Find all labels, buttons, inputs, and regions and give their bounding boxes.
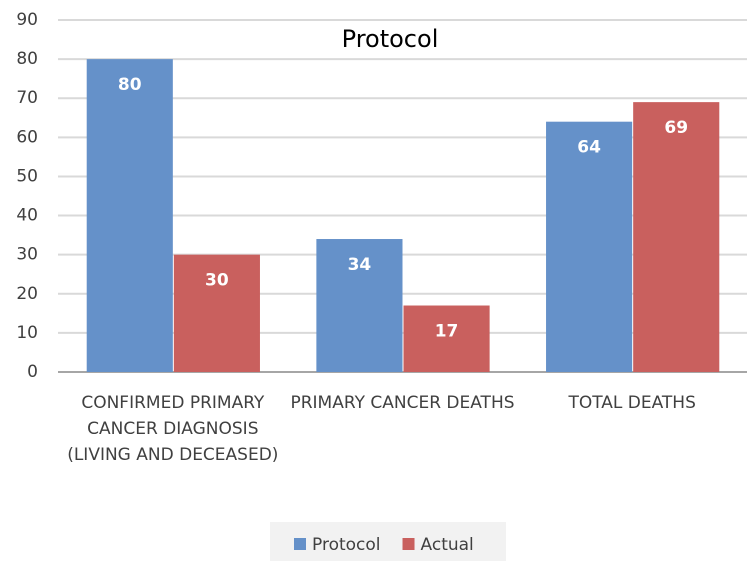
bar xyxy=(403,305,490,372)
data-label: 34 xyxy=(348,255,372,275)
bar xyxy=(546,121,633,372)
legend-swatch xyxy=(402,538,415,550)
y-tick-label: 30 xyxy=(16,245,38,265)
legend-label: Protocol xyxy=(312,535,381,555)
bar xyxy=(173,254,260,372)
x-tick-label: CONFIRMED PRIMARY CANCER DIAGNOSIS (LIVI… xyxy=(67,393,279,465)
y-tick-label: 50 xyxy=(16,166,38,186)
data-label: 69 xyxy=(664,118,688,138)
y-tick-label: 70 xyxy=(16,88,38,108)
bar xyxy=(316,239,403,372)
y-tick-label: 10 xyxy=(16,323,38,343)
data-label: 17 xyxy=(435,322,459,342)
bar xyxy=(633,102,720,372)
y-tick-label: 80 xyxy=(16,49,38,69)
bar xyxy=(86,59,173,372)
chart-title: Protocol xyxy=(342,25,439,53)
x-tick-label: PRIMARY CANCER DEATHS xyxy=(290,393,515,413)
data-label: 80 xyxy=(118,75,142,95)
data-label: 64 xyxy=(577,138,601,158)
x-tick-label: TOTAL DEATHS xyxy=(568,393,696,413)
legend-label: Actual xyxy=(421,535,474,555)
y-tick-label: 60 xyxy=(16,127,38,147)
y-tick-label: 40 xyxy=(16,206,38,226)
data-label: 30 xyxy=(205,271,229,291)
legend-box xyxy=(270,522,506,561)
y-tick-label: 0 xyxy=(27,362,38,382)
legend-swatch xyxy=(294,538,306,550)
y-tick-label: 20 xyxy=(16,284,38,304)
y-tick-label: 90 xyxy=(16,10,38,30)
